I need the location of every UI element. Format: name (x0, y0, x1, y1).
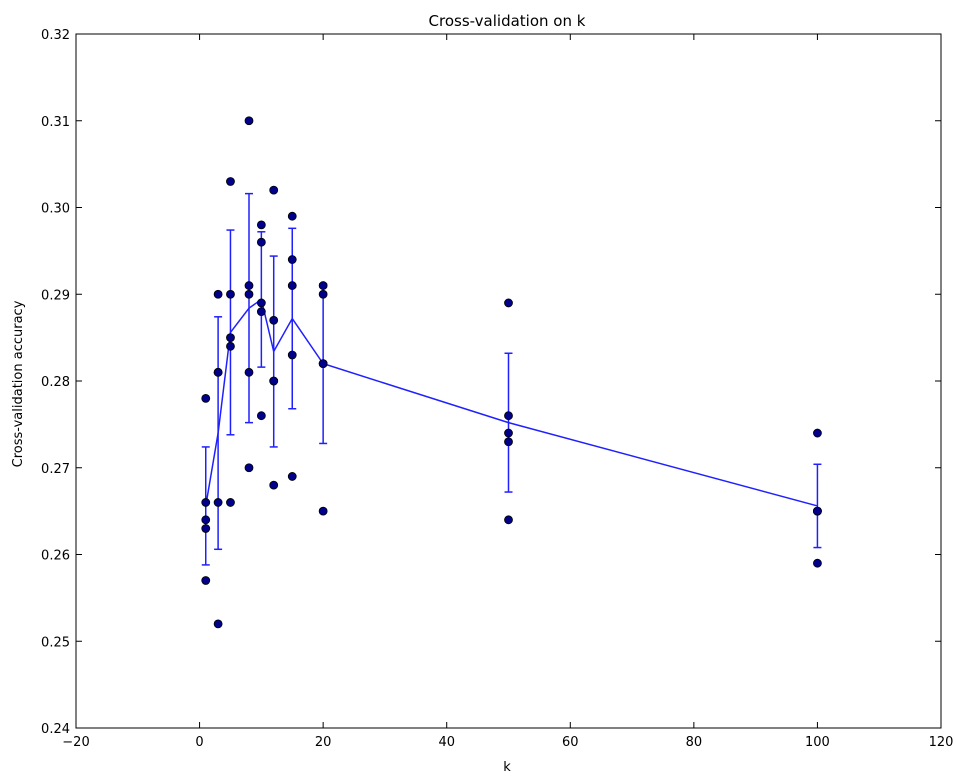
data-point (269, 315, 279, 325)
x-tick-label: 100 (805, 735, 830, 750)
data-point (213, 289, 223, 299)
data-point (201, 524, 211, 533)
data-point (504, 298, 513, 308)
data-point (213, 498, 223, 507)
data-point (269, 480, 279, 490)
data-point (226, 341, 235, 351)
x-tick-label: 80 (686, 735, 703, 750)
y-tick-label: 0.24 (41, 722, 70, 737)
data-point (226, 498, 235, 507)
y-tick-label: 0.30 (41, 202, 70, 217)
data-point (226, 289, 235, 299)
data-point (287, 255, 297, 264)
data-point (244, 463, 254, 473)
data-point (244, 281, 254, 290)
data-point (318, 359, 328, 369)
y-tick-label: 0.31 (41, 115, 70, 130)
data-point (244, 367, 254, 377)
data-point (287, 472, 297, 481)
data-point (504, 515, 513, 525)
data-point (318, 281, 328, 290)
x-tick-label: 20 (315, 735, 332, 750)
data-point (269, 376, 279, 386)
data-point (287, 350, 297, 360)
data-point (504, 437, 513, 447)
data-point (813, 506, 822, 516)
data-point (269, 185, 279, 195)
data-point (201, 515, 211, 525)
data-point (256, 298, 266, 308)
mean-accuracy-line (205, 298, 818, 507)
data-point (201, 576, 211, 585)
data-point (244, 289, 254, 299)
y-tick-label: 0.27 (41, 462, 70, 477)
y-tick-label: 0.28 (41, 375, 70, 390)
y-tick-label: 0.25 (41, 635, 70, 650)
data-point (813, 428, 822, 438)
data-point (256, 220, 266, 230)
data-point (287, 211, 297, 221)
chart-title: Cross-validation on k (429, 12, 586, 30)
data-point (244, 116, 254, 126)
data-point (226, 333, 235, 343)
data-point (213, 367, 223, 377)
x-tick-label: 0 (195, 735, 203, 750)
y-tick-label: 0.29 (41, 288, 70, 303)
data-point (813, 558, 822, 568)
x-tick-label: 60 (562, 735, 579, 750)
y-axis-title: Cross-validation accuracy (11, 300, 26, 467)
data-point (318, 506, 328, 516)
data-point (213, 619, 223, 629)
data-point (226, 177, 235, 186)
y-tick-label: 0.26 (41, 549, 70, 564)
data-point (504, 411, 513, 421)
x-axis-title: k (503, 760, 511, 774)
data-point (256, 237, 266, 247)
data-point (287, 281, 297, 290)
x-tick-label: 120 (929, 735, 954, 750)
data-point (201, 498, 211, 507)
data-point (201, 393, 211, 403)
data-point (256, 307, 266, 317)
x-tick-label: 40 (438, 735, 455, 750)
plot-area: −20 0 20 40 60 80 100 120 0.24 0.25 0.26 0.27 0.28 0.… (41, 28, 953, 750)
data-point (504, 428, 513, 438)
data-point (318, 289, 328, 299)
x-tick-label: −20 (62, 735, 89, 750)
data-point (256, 411, 266, 421)
y-tick-label: 0.32 (41, 28, 70, 43)
